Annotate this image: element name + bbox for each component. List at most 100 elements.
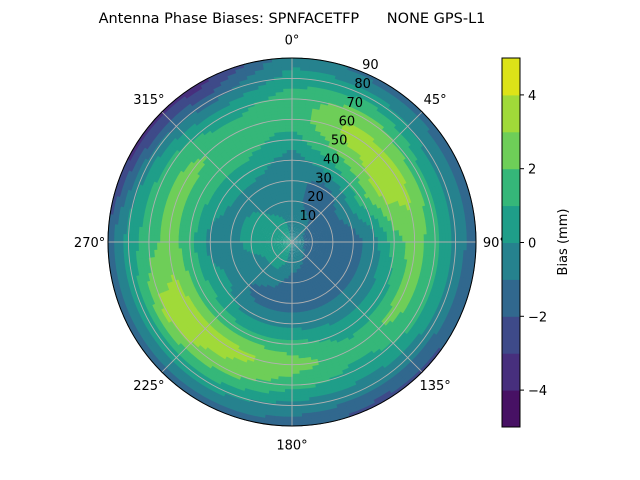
contour-cell xyxy=(291,152,298,157)
contour-cell xyxy=(323,117,333,123)
contour-cell xyxy=(303,165,309,171)
contour-cell xyxy=(429,127,440,139)
contour-cell xyxy=(306,235,310,238)
contour-cell xyxy=(333,107,344,114)
contour-cell xyxy=(452,157,461,170)
contour-cell xyxy=(293,236,296,240)
contour-cell xyxy=(302,234,307,237)
contour-cell xyxy=(437,155,446,167)
contour-cell xyxy=(298,233,302,237)
contour-cell xyxy=(320,128,329,135)
contour-cell xyxy=(322,91,333,98)
contour-cell xyxy=(291,112,300,117)
contour-cell xyxy=(432,125,442,137)
contour-cell xyxy=(303,229,307,233)
contour-cell xyxy=(330,93,341,100)
contour-cell xyxy=(292,235,294,240)
contour-cell xyxy=(331,115,341,122)
contour-cell xyxy=(296,217,299,222)
contour-cell xyxy=(300,226,304,231)
contour-cell xyxy=(294,229,297,234)
contour-cell xyxy=(298,228,301,232)
contour-cell xyxy=(416,126,427,137)
contour-cell xyxy=(297,125,305,130)
contour-cell xyxy=(434,156,444,168)
contour-cell xyxy=(457,176,465,188)
contour-cell xyxy=(319,59,332,66)
contour-cell xyxy=(291,94,301,99)
contour-cell xyxy=(312,232,316,236)
contour-cell xyxy=(437,132,448,145)
contour-cell xyxy=(293,232,295,237)
contour-cell xyxy=(299,229,303,233)
contour-cell xyxy=(299,233,303,237)
contour-cell xyxy=(335,72,348,79)
contour-cell xyxy=(303,236,307,239)
contour-cell xyxy=(293,229,296,234)
contour-cell xyxy=(327,127,336,134)
contour-cell xyxy=(336,69,348,77)
contour-cell xyxy=(291,186,296,190)
contour-cell xyxy=(291,192,295,197)
contour-cell xyxy=(297,224,300,229)
contour-cell xyxy=(303,216,307,221)
contour-cell xyxy=(397,199,404,208)
contour-cell xyxy=(423,119,434,131)
contour-cell xyxy=(403,100,415,111)
contour-cell xyxy=(301,216,305,221)
contour-cell xyxy=(345,98,356,106)
contour-cell xyxy=(294,195,298,200)
contour-cell xyxy=(374,95,385,104)
contour-cell xyxy=(427,140,437,151)
contour-cell xyxy=(411,178,419,188)
contour-cell xyxy=(319,106,329,112)
contour-cell xyxy=(349,106,360,114)
contour-cell xyxy=(300,60,312,66)
contour-cell xyxy=(354,95,366,104)
contour-cell xyxy=(411,170,419,180)
contour-cell xyxy=(299,235,304,238)
contour-cell xyxy=(298,100,308,105)
contour-cell xyxy=(428,170,436,181)
contour-cell xyxy=(295,233,298,237)
contour-cell xyxy=(294,233,297,237)
contour-cell xyxy=(302,131,310,137)
contour-cell xyxy=(389,202,395,211)
contour-cell xyxy=(301,146,308,152)
contour-cell xyxy=(300,212,304,217)
contour-cell xyxy=(300,238,305,240)
contour-cell xyxy=(303,203,307,208)
chart-title: Antenna Phase Biases: SPNFACETFP NONE GP… xyxy=(99,11,486,27)
contour-cell xyxy=(293,235,295,240)
contour-cell xyxy=(300,153,307,158)
contour-cell xyxy=(296,149,303,154)
contour-cell xyxy=(352,101,363,109)
contour-cell xyxy=(298,214,301,219)
contour-cell xyxy=(297,217,300,222)
contour-cell xyxy=(291,164,297,169)
contour-cell xyxy=(297,238,301,240)
contour-cell xyxy=(294,237,298,241)
contour-cell xyxy=(361,81,373,90)
contour-cell xyxy=(381,99,393,109)
contour-cell xyxy=(301,227,305,231)
contour-cell xyxy=(299,165,305,170)
contour-cell xyxy=(410,106,421,117)
contour-cell xyxy=(311,231,316,235)
contour-cell xyxy=(316,121,325,127)
contour-cell xyxy=(388,89,400,99)
contour-cell xyxy=(362,99,373,107)
contour-cell xyxy=(295,223,297,228)
contour-cell xyxy=(329,96,340,103)
contour-cell xyxy=(342,103,353,111)
contour-cell xyxy=(334,75,347,82)
contour-cell xyxy=(380,84,392,94)
contour-cell xyxy=(317,71,329,78)
contour-cell xyxy=(291,79,302,83)
contour-cell xyxy=(296,230,299,235)
contour-cell xyxy=(347,66,359,74)
contour-cell xyxy=(291,69,302,74)
contour-cell xyxy=(299,215,303,220)
contour-cell xyxy=(300,215,304,220)
contour-cell xyxy=(416,167,424,178)
